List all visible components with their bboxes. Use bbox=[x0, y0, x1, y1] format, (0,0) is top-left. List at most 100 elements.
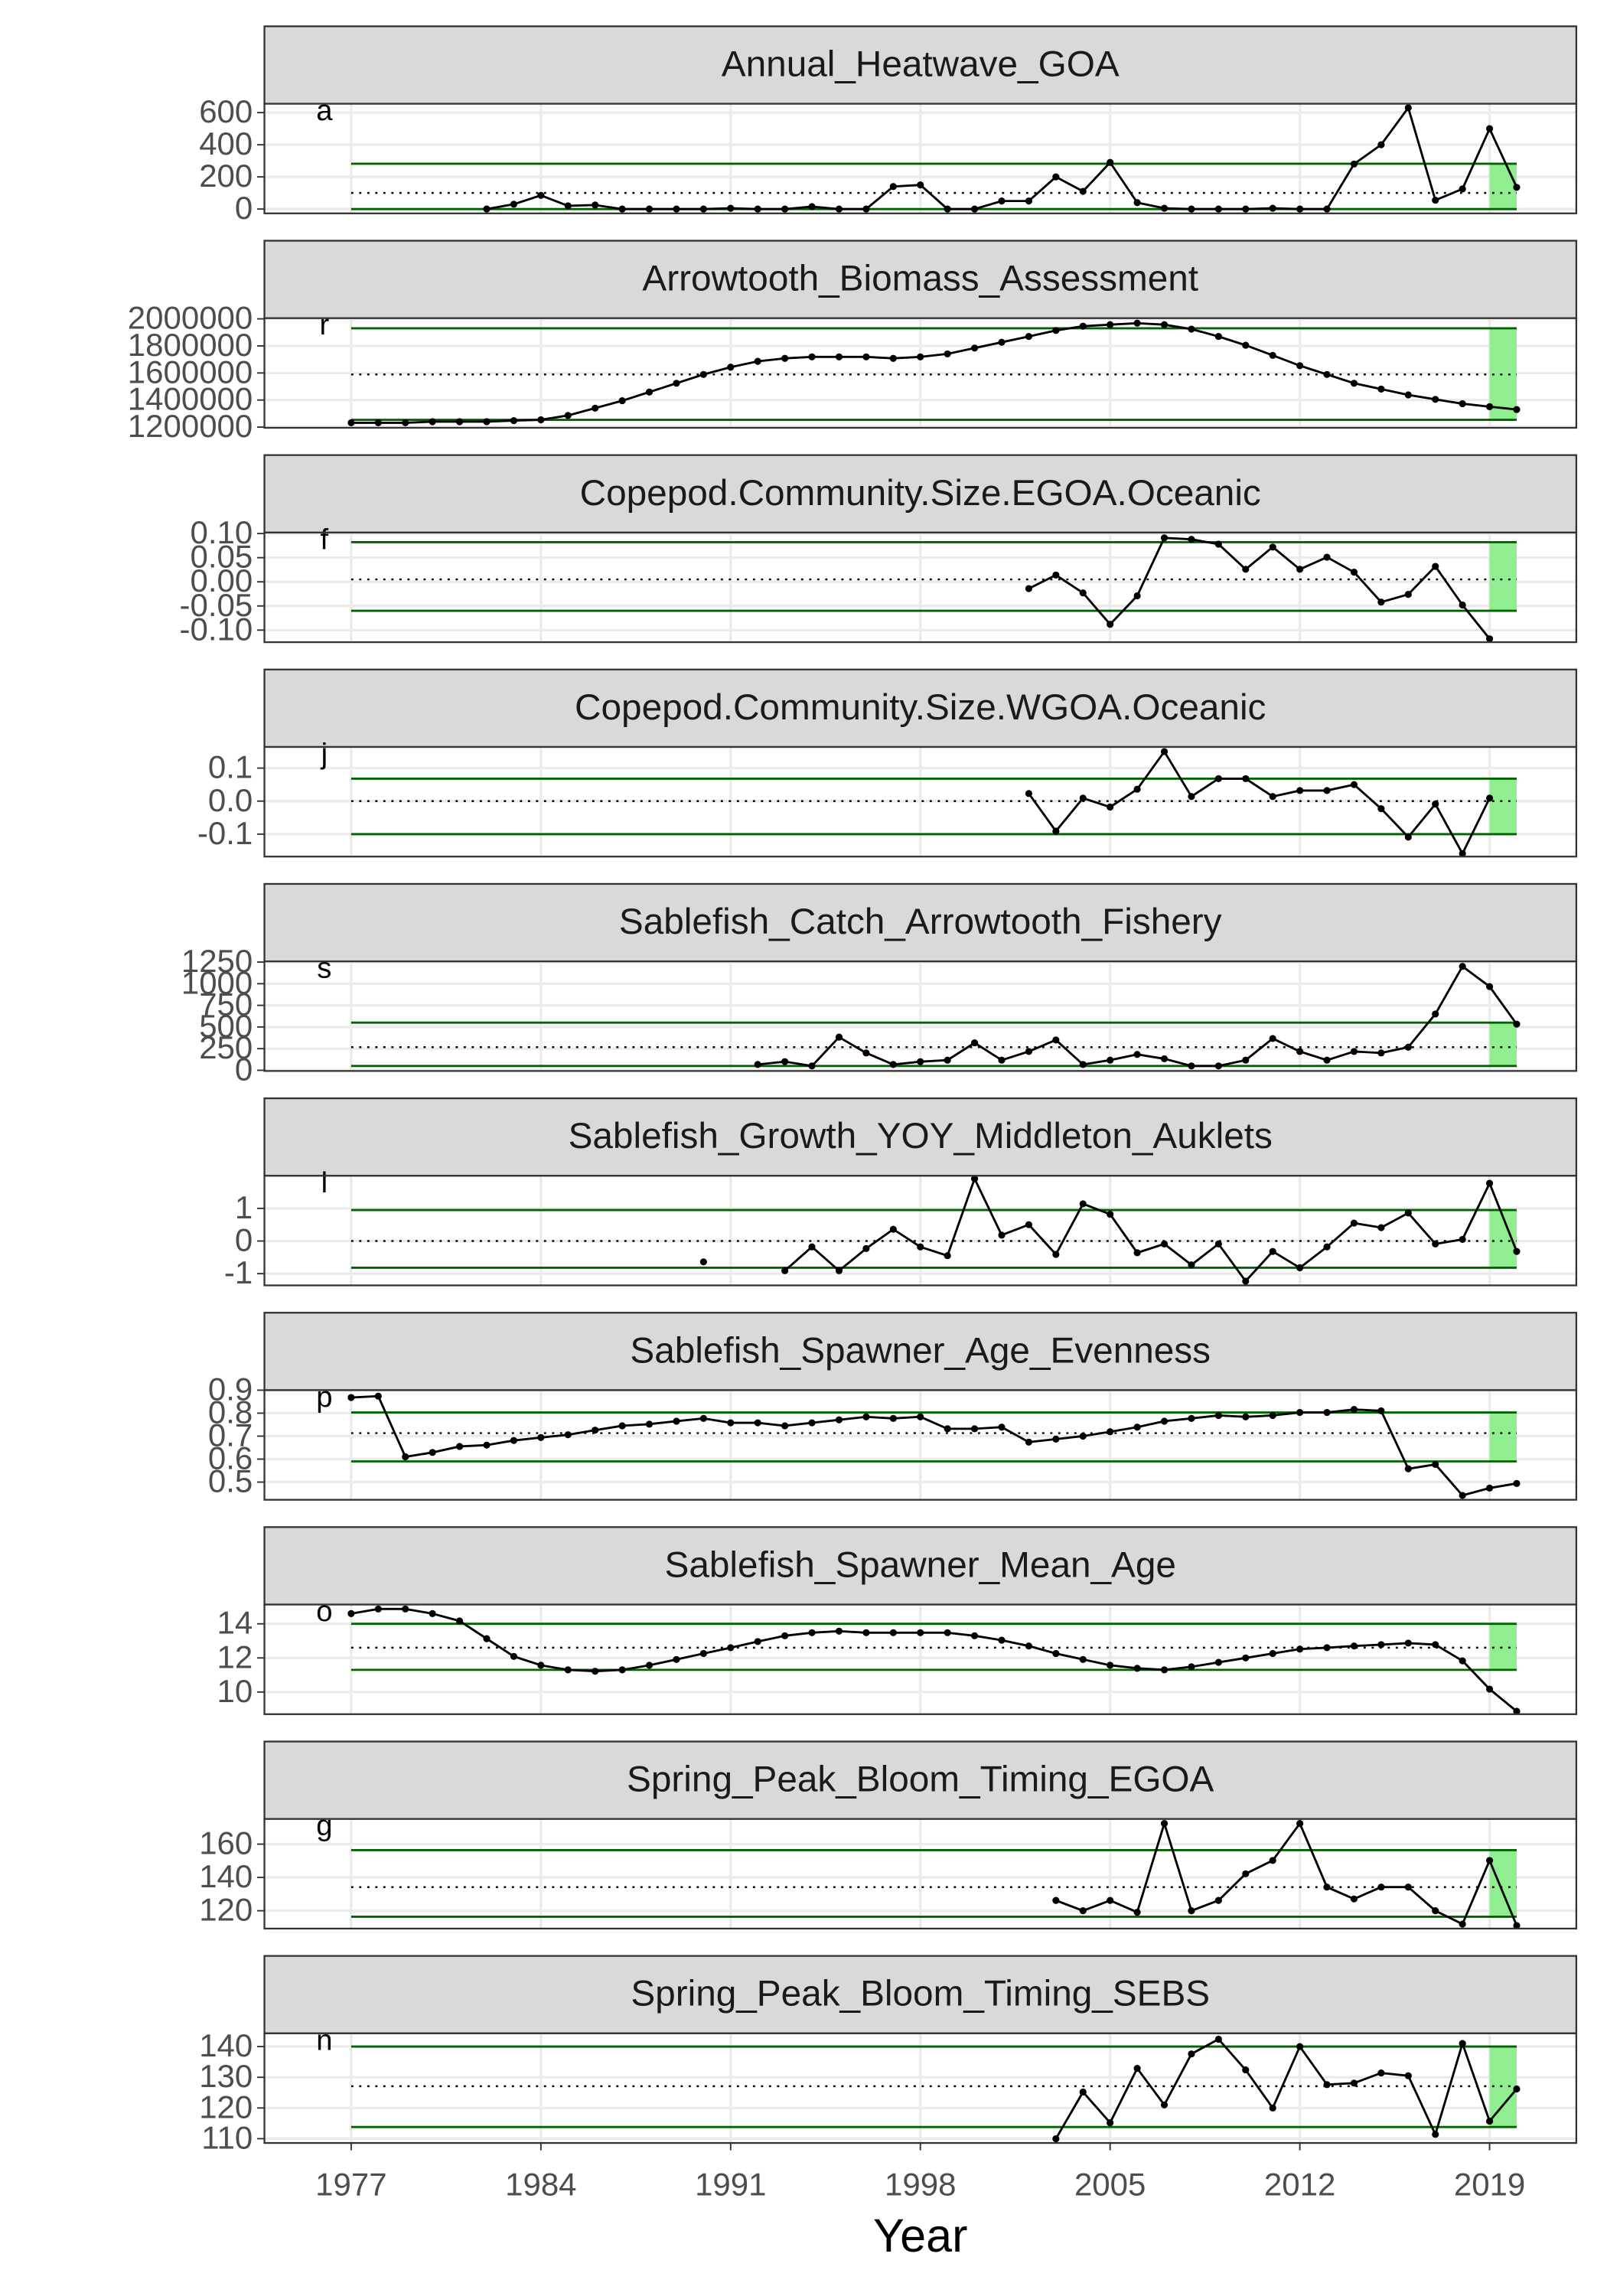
data-point bbox=[1459, 400, 1466, 408]
data-point bbox=[1107, 1896, 1114, 1904]
data-point bbox=[1296, 566, 1304, 573]
panel-title: Sablefish_Spawner_Age_Evenness bbox=[630, 1330, 1211, 1371]
data-point bbox=[1269, 1649, 1276, 1658]
data-point bbox=[1188, 793, 1195, 801]
data-point bbox=[1323, 1056, 1331, 1064]
data-point bbox=[1160, 1819, 1169, 1828]
data-point bbox=[1459, 1492, 1466, 1499]
data-point bbox=[1025, 790, 1032, 797]
panel-annotation: o bbox=[316, 1595, 332, 1628]
data-point bbox=[1214, 1062, 1222, 1070]
data-point bbox=[1188, 1062, 1195, 1070]
data-point bbox=[537, 1433, 545, 1441]
data-point bbox=[1513, 1479, 1521, 1487]
data-point bbox=[1160, 1666, 1169, 1674]
data-point bbox=[970, 1425, 979, 1433]
data-point bbox=[808, 353, 816, 360]
y-tick-label: 110 bbox=[201, 2119, 253, 2155]
data-point bbox=[1107, 2119, 1114, 2127]
data-point bbox=[455, 1443, 464, 1450]
data-point bbox=[402, 1605, 409, 1613]
data-point bbox=[1242, 341, 1250, 349]
data-point bbox=[1323, 1408, 1331, 1417]
data-point bbox=[483, 205, 491, 213]
data-point bbox=[1025, 333, 1032, 341]
data-point bbox=[1214, 1411, 1222, 1420]
y-tick-label: 1200000 bbox=[128, 408, 253, 444]
series-line bbox=[1028, 749, 1491, 856]
data-point bbox=[1188, 1414, 1195, 1422]
panel: Spring_Peak_Bloom_Timing_SEBS 11012013014… bbox=[199, 1955, 1578, 2262]
panel-border bbox=[263, 1389, 1578, 1501]
data-point bbox=[699, 1649, 707, 1658]
strip bbox=[263, 1955, 1578, 2034]
data-point bbox=[645, 388, 654, 396]
data-point bbox=[1214, 775, 1222, 782]
y-tick-label: 0.05 bbox=[191, 539, 253, 575]
data-point bbox=[944, 1252, 951, 1260]
y-tick-label: 0 bbox=[235, 1051, 253, 1087]
data-point bbox=[754, 1419, 761, 1427]
data-point bbox=[1350, 781, 1358, 788]
data-point bbox=[1404, 104, 1412, 112]
y-tick-label: 120 bbox=[199, 1892, 253, 1928]
strip bbox=[263, 1526, 1578, 1606]
data-point bbox=[1160, 1055, 1169, 1062]
data-point bbox=[564, 1666, 572, 1674]
data-point bbox=[1323, 2081, 1331, 2089]
data-point bbox=[592, 1427, 599, 1434]
data-point bbox=[1214, 2035, 1222, 2043]
data-point bbox=[889, 1414, 897, 1422]
x-axis-title: Year bbox=[873, 2210, 967, 2262]
data-point bbox=[483, 1441, 491, 1449]
strip bbox=[263, 668, 1578, 748]
data-point bbox=[1296, 205, 1304, 213]
data-point bbox=[429, 418, 436, 426]
data-point bbox=[1404, 391, 1412, 399]
highlight-band bbox=[1489, 163, 1517, 210]
data-point bbox=[1025, 197, 1032, 205]
data-point bbox=[1052, 173, 1060, 181]
data-point bbox=[944, 350, 951, 357]
data-point bbox=[1214, 333, 1222, 341]
data-point bbox=[1485, 1685, 1494, 1693]
data-point bbox=[1160, 2101, 1169, 2108]
data-point bbox=[754, 357, 761, 365]
data-point bbox=[1485, 1179, 1494, 1187]
panel-annotation: l bbox=[321, 1166, 328, 1199]
data-point bbox=[645, 1420, 654, 1428]
data-point bbox=[1052, 1251, 1060, 1258]
data-point bbox=[699, 205, 707, 213]
data-point bbox=[1296, 1819, 1304, 1828]
data-point bbox=[592, 1668, 599, 1675]
y-tick-label: -0.10 bbox=[180, 611, 253, 647]
data-point bbox=[1377, 1049, 1385, 1057]
data-point bbox=[1079, 1061, 1087, 1068]
data-point bbox=[645, 205, 654, 213]
data-point bbox=[1079, 188, 1087, 195]
data-point bbox=[1377, 1224, 1385, 1231]
data-point bbox=[1459, 185, 1466, 193]
data-point bbox=[1052, 2135, 1060, 2143]
data-point bbox=[673, 205, 680, 213]
data-point bbox=[970, 344, 979, 352]
data-point bbox=[1404, 2072, 1412, 2079]
strip bbox=[263, 1740, 1578, 1820]
data-point bbox=[618, 396, 626, 405]
data-point bbox=[1485, 1857, 1494, 1864]
data-point bbox=[1025, 1438, 1032, 1446]
data-point bbox=[1485, 983, 1494, 990]
data-point bbox=[1242, 2066, 1250, 2074]
data-point bbox=[1133, 785, 1141, 793]
data-point bbox=[1432, 801, 1439, 808]
data-point bbox=[1296, 1645, 1304, 1653]
data-point bbox=[727, 204, 735, 212]
y-tick-label: 0.0 bbox=[208, 782, 253, 818]
plot-area bbox=[264, 103, 1576, 214]
data-point bbox=[944, 1629, 951, 1636]
data-point bbox=[998, 1636, 1006, 1644]
data-point bbox=[1459, 963, 1466, 970]
data-point bbox=[510, 416, 517, 425]
y-tick-label: 2000000 bbox=[128, 300, 253, 336]
